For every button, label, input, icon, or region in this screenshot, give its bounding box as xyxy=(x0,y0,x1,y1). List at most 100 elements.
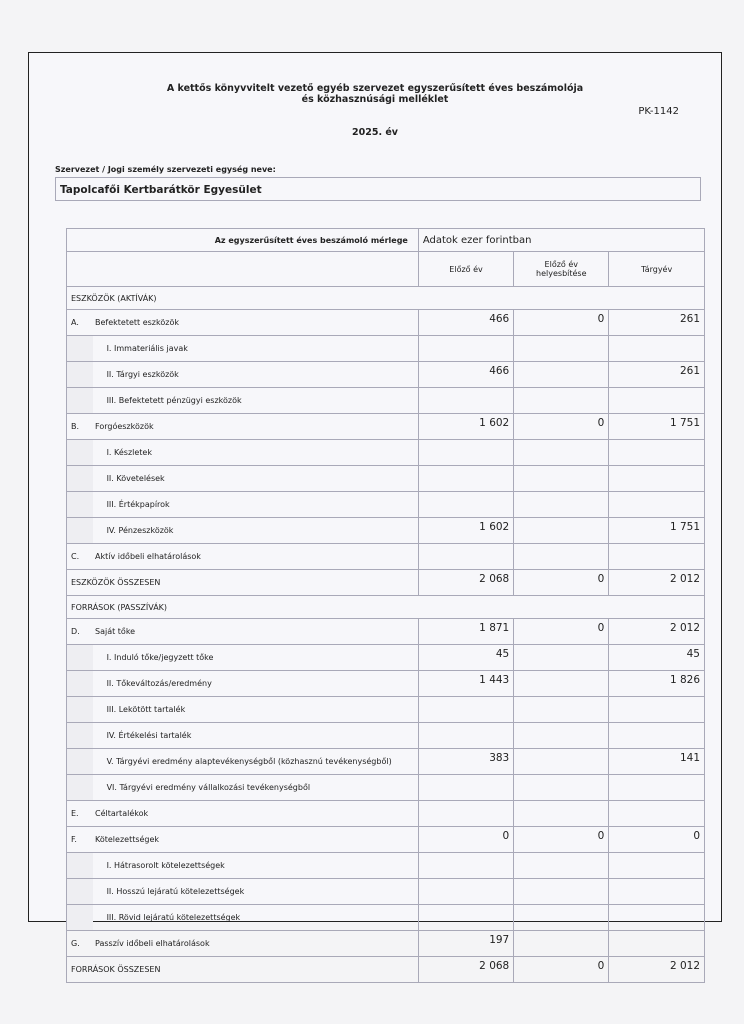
unit-label: Adatok ezer forintban xyxy=(417,228,706,252)
row-label: IV. Értékelési tartalék xyxy=(92,722,419,749)
table-row: I. Hátrasorolt kötelezettségek xyxy=(65,852,705,879)
row-label-text: Aktív időbeli elhatárolások xyxy=(95,552,201,561)
value-curr xyxy=(608,800,705,827)
table-row: II. Hosszú lejáratú kötelezettségek xyxy=(65,878,705,905)
row-code: C. xyxy=(71,552,80,561)
row-label-text: Saját tőke xyxy=(95,627,136,636)
value-prev: 0 xyxy=(417,826,515,853)
value-corr xyxy=(513,335,610,362)
value-corr xyxy=(513,852,610,879)
table-row: III. Rövid lejáratú kötelezettségek xyxy=(65,904,705,931)
row-label: II. Követelések xyxy=(92,465,419,492)
value-curr xyxy=(608,930,705,957)
row-label: II. Tárgyi eszközök xyxy=(92,361,419,388)
value-curr xyxy=(608,439,705,466)
table-row: V. Tárgyévi eredmény alaptevékenységből … xyxy=(65,748,705,775)
value-corr xyxy=(513,465,610,492)
row-label: E. Céltartalékok xyxy=(66,800,419,827)
organization-label: Szervezet / Jogi személy szervezeti egys… xyxy=(55,165,276,174)
row-label: III. Rövid lejáratú kötelezettségek xyxy=(92,904,419,931)
table-row: II. Követelések xyxy=(65,465,705,492)
table-row: B. Forgóeszközök 1 602 0 1 751 xyxy=(66,413,705,440)
col-header-corr: Előző év helyesbítése xyxy=(513,251,610,287)
col-header-prev: Előző év xyxy=(417,251,515,287)
value-curr: 261 xyxy=(608,361,705,388)
value-corr xyxy=(513,517,610,544)
value-corr xyxy=(513,800,610,827)
value-curr xyxy=(608,904,705,931)
row-label-text: Passzív időbeli elhatárolások xyxy=(95,939,210,948)
value-prev xyxy=(417,335,515,362)
form-code: PK-1142 xyxy=(638,106,679,117)
value-curr: 2 012 xyxy=(608,956,705,983)
row-label: III. Lekötött tartalék xyxy=(92,696,419,723)
value-curr xyxy=(608,774,705,801)
table-row: I. Készletek xyxy=(65,439,705,466)
row-code: D. xyxy=(71,627,80,636)
table-row: D. Saját tőke 1 871 0 2 012 xyxy=(66,618,705,645)
value-corr: 0 xyxy=(513,309,610,336)
value-prev: 466 xyxy=(417,309,515,336)
row-label: V. Tárgyévi eredmény alaptevékenységből … xyxy=(92,748,419,775)
table-row: E. Céltartalékok xyxy=(66,800,705,827)
total-label: ESZKÖZÖK ÖSSZESEN xyxy=(66,569,419,596)
value-curr xyxy=(608,491,705,518)
balance-sheet-table: Az egyszerűsített éves beszámoló mérlege… xyxy=(65,228,706,983)
row-label: I. Immateriális javak xyxy=(92,335,419,362)
value-curr xyxy=(608,387,705,414)
value-prev xyxy=(417,722,515,749)
table-row: C. Aktív időbeli elhatárolások xyxy=(66,543,705,570)
value-corr xyxy=(513,361,610,388)
row-label: II. Hosszú lejáratú kötelezettségek xyxy=(92,878,419,905)
row-label: VI. Tárgyévi eredmény vállalkozási tevék… xyxy=(92,774,419,801)
value-prev xyxy=(417,465,515,492)
table-row: I. Immateriális javak xyxy=(65,335,705,362)
row-label: A. Befektetett eszközök xyxy=(66,309,419,336)
value-curr: 45 xyxy=(608,644,705,671)
table-row: A. Befektetett eszközök 466 0 261 xyxy=(66,309,705,336)
value-corr xyxy=(513,670,610,697)
row-label: I. Hátrasorolt kötelezettségek xyxy=(92,852,419,879)
value-curr: 141 xyxy=(608,748,705,775)
value-curr: 1 751 xyxy=(608,517,705,544)
table-row: VI. Tárgyévi eredmény vállalkozási tevék… xyxy=(65,774,705,801)
report-year: 2025. év xyxy=(352,127,398,138)
value-corr xyxy=(513,543,610,570)
value-prev: 45 xyxy=(417,644,515,671)
table-row: II. Tőkeváltozás/eredmény 1 443 1 826 xyxy=(65,670,705,697)
value-curr xyxy=(608,852,705,879)
value-curr: 1 826 xyxy=(608,670,705,697)
value-curr xyxy=(608,696,705,723)
value-corr: 0 xyxy=(513,956,610,983)
row-label: B. Forgóeszközök xyxy=(66,413,419,440)
value-corr xyxy=(513,439,610,466)
table-row: III. Értékpapírok xyxy=(65,491,705,518)
value-prev xyxy=(417,387,515,414)
document-frame: A kettős könyvvitelt vezető egyéb szerve… xyxy=(28,52,722,983)
value-curr: 2 012 xyxy=(608,569,705,596)
table-row: ESZKÖZÖK (AKTÍVÁK) xyxy=(66,286,705,310)
value-prev xyxy=(417,696,515,723)
table-row: IV. Pénzeszközök 1 602 1 751 xyxy=(65,517,705,544)
value-corr xyxy=(513,387,610,414)
row-label: C. Aktív időbeli elhatárolások xyxy=(66,543,419,570)
row-label-text: Forgóeszközök xyxy=(95,422,154,431)
organization-name: Tapolcafői Kertbarátkör Egyesület xyxy=(55,177,701,201)
table-row: ESZKÖZÖK ÖSSZESEN 2 068 0 2 012 xyxy=(66,569,705,596)
value-curr: 261 xyxy=(608,309,705,336)
value-curr xyxy=(608,465,705,492)
value-prev: 2 068 xyxy=(417,956,515,983)
total-label: FORRÁSOK ÖSSZESEN xyxy=(66,956,419,983)
value-prev xyxy=(417,852,515,879)
value-curr xyxy=(608,543,705,570)
row-label: I. Induló tőke/jegyzett tőke xyxy=(92,644,419,671)
title-line-1: A kettős könyvvitelt vezető egyéb szerve… xyxy=(166,83,584,94)
table-row: FORRÁSOK ÖSSZESEN 2 068 0 2 012 xyxy=(66,956,705,983)
value-corr xyxy=(513,774,610,801)
value-corr xyxy=(513,878,610,905)
section-label: ESZKÖZÖK (AKTÍVÁK) xyxy=(66,286,705,310)
row-label: III. Értékpapírok xyxy=(92,491,419,518)
value-curr xyxy=(608,722,705,749)
title-line-2: és közhasznúsági melléklet xyxy=(301,94,449,105)
value-corr xyxy=(513,722,610,749)
